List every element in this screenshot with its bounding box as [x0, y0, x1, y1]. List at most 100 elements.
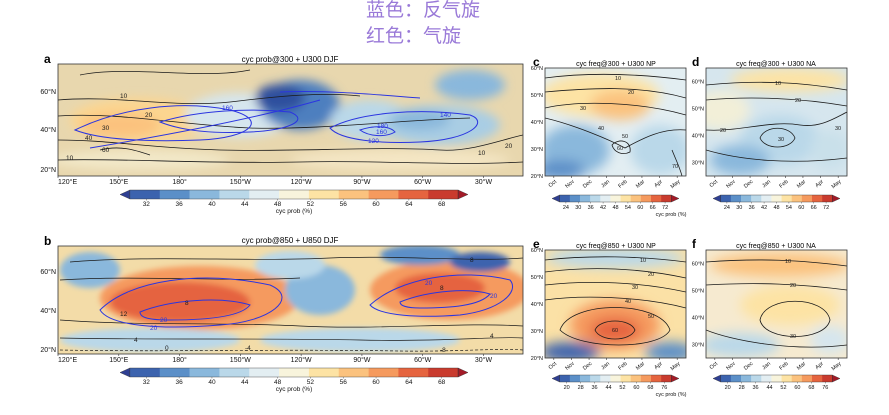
- panel-b-contour-label: 4: [134, 337, 138, 344]
- panel-d-colorbar-swatch: [720, 195, 732, 202]
- panel-c-colorbar-extend-low: [551, 194, 560, 203]
- panel-e-contour-label: 60: [612, 328, 618, 334]
- panel-f-colorbar-tick-label: 36: [753, 385, 759, 391]
- panel-c-letter: c: [533, 55, 540, 69]
- panel-c-contour-labels: 10 20 30 40 50 60 70: [580, 76, 678, 170]
- panel-f-colorbar-swatch: [751, 375, 762, 382]
- panel-e-colorbar-label: cyc prob (%): [656, 392, 687, 398]
- panel-d-xtick-label: Apr: [814, 179, 825, 189]
- panel-c-colorbar-swatch: [579, 195, 591, 202]
- panel-e-ytick-label: 20°N: [531, 356, 543, 362]
- panel-d-colorbar-swatch: [730, 195, 742, 202]
- panel-e-colorbar-swatch: [640, 375, 652, 382]
- panel-d-colorbar-tick-label: 48: [773, 205, 779, 211]
- panel-f-contour-label: 20: [790, 283, 796, 289]
- panel-b-colorbar: 32 36 40 44 48 52 56 60 64 68 cyc prob (%): [119, 367, 469, 393]
- panel-f-xtick-label: Apr: [814, 361, 825, 371]
- panel-d-ytick-label: 40°N: [692, 134, 704, 140]
- panel-b-colorbar-swatch: [189, 368, 220, 377]
- panel-f-xtick-label: Dec: [743, 361, 755, 372]
- panel-d-xtick-label: Jan: [761, 179, 772, 189]
- panel-c-colorbar-tick-label: 72: [662, 205, 668, 211]
- panel-f-ytick-label: 30°N: [692, 343, 704, 349]
- panel-c-colorbar-extend-high: [671, 194, 680, 203]
- panel-d-contour-labels: 10 20 30 20 30: [720, 81, 841, 143]
- panel-e-colorbar-tick-label: 20: [564, 385, 570, 391]
- panel-a-contour-label: 120: [368, 138, 379, 145]
- panel-a-contour-label: 10: [120, 93, 128, 100]
- panel-b-colorbar-tick-label: 40: [208, 379, 216, 386]
- panel-e-colorbar-tick-label: 52: [619, 385, 625, 391]
- panel-b-colorbar-swatch: [159, 368, 190, 377]
- panel-c-colorbar-tick-label: 60: [637, 205, 643, 211]
- panel-a-contour-labels-blue: 160 160 120 180 140: [222, 105, 451, 145]
- panel-d-contour-label: 20: [720, 128, 726, 134]
- header-note-cyclone: 红色：气旋: [366, 25, 461, 47]
- panel-a-ytick-label: 60°N: [40, 88, 56, 96]
- panel-f-ytick-label: 40°N: [692, 316, 704, 322]
- panel-a-xtick-label: 120°W: [291, 178, 312, 186]
- panel-c-ytick-label: 20°N: [531, 174, 543, 180]
- panel-c-xtick-label: Dec: [582, 179, 594, 190]
- panel-c-colorbar-tick-label: 66: [650, 205, 656, 211]
- panel-d-xtick-label: Nov: [725, 179, 737, 190]
- panel-d-colorbar-swatch: [781, 195, 793, 202]
- panel-a-colorbar-swatch: [428, 190, 459, 199]
- panel-d-field: 10 20 30 20 30: [706, 68, 847, 176]
- panel-a-contour-label: 180: [377, 123, 388, 130]
- panel-d-xtick-label: Oct: [709, 179, 720, 189]
- panel-e-contour-label: 50: [648, 314, 654, 320]
- panel-a-colorbar-swatch: [279, 190, 310, 199]
- panel-a-colorbar-swatch: [308, 190, 340, 199]
- panel-c-colorbar-swatch: [651, 195, 662, 202]
- panel-f-colorbar-swatch: [801, 375, 813, 382]
- panel-e-ytick-label: 30°N: [531, 329, 543, 335]
- panel-f-colorbar-tick-label: 68: [808, 385, 814, 391]
- panel-e-colorbar-tick-label: 68: [647, 385, 653, 391]
- panel-a-colorbar-swatch: [219, 190, 250, 199]
- panel-f-ytick-label: 50°N: [692, 289, 704, 295]
- panel-f-contour-label: 30: [790, 334, 796, 340]
- panel-a-contour-label: 20: [505, 143, 513, 150]
- panel-b-colorbar-tick-label: 48: [274, 379, 282, 386]
- panel-f-colorbar-swatch: [781, 375, 793, 382]
- panel-e-colorbar-swatch: [610, 375, 621, 382]
- panel-e-colorbar-swatch: [559, 375, 571, 382]
- panel-b-colorbar-swatch: [279, 368, 310, 377]
- panel-b-colorbar-tick-label: 32: [143, 379, 151, 386]
- panel-b-contour-label: 0: [165, 345, 169, 352]
- panel-e-colorbar-extend-high: [671, 374, 680, 383]
- header-note-anticyclone: 蓝色：反气旋: [366, 0, 480, 21]
- panel-f-ytick-label: 60°N: [692, 262, 704, 268]
- panel-b-contour-label: 8: [440, 285, 444, 292]
- panel-e-contour-label: 40: [625, 299, 631, 305]
- panel-a-contour-label: 140: [440, 112, 451, 119]
- panel-a-colorbar: 32 36 40 44 48 52 56 60 64 68 cyc prob (%): [119, 189, 469, 215]
- panel-c-xtick-label: Jan: [600, 179, 611, 189]
- panel-c-colorbar-swatch: [569, 195, 581, 202]
- panel-b-contour-labels-blue: 20 20 20 20: [150, 280, 498, 332]
- panel-a-colorbar-swatch: [159, 190, 190, 199]
- panel-f-colorbar-swatch: [812, 375, 823, 382]
- panel-d-colorbar-tick-label: 66: [811, 205, 817, 211]
- panel-e-colorbar-extend-low: [551, 374, 560, 383]
- panel-e-colorbar-frame: [559, 374, 672, 383]
- panel-a-colorbar-swatch: [249, 190, 280, 199]
- panel-e-xtick-label: Nov: [564, 361, 576, 372]
- panel-c-colorbar-tick-label: 24: [563, 205, 569, 211]
- panel-b: b cyc prob@850 + U850 DJF: [40, 234, 524, 393]
- panel-b-colorbar-label: cyc prob (%): [276, 386, 312, 393]
- panel-f-colorbar-tick-label: 44: [766, 385, 772, 391]
- panel-a-xtick-label: 30°W: [475, 178, 493, 186]
- panel-d-colorbar-swatch: [801, 195, 813, 202]
- panel-a-xtick-label: 180°: [172, 178, 187, 186]
- panel-c-contour-label: 20: [628, 90, 634, 96]
- panel-c-xtick-label: Apr: [653, 179, 664, 189]
- panel-a-colorbar-tick-label: 68: [438, 201, 446, 208]
- panel-a-colorbar-tick-label: 32: [143, 201, 151, 208]
- panel-f-contour-label: 10: [785, 259, 791, 265]
- panel-b-colorbar-swatch: [308, 368, 340, 377]
- panel-c-contour-label: 30: [580, 106, 586, 112]
- panel-b-contour-label: 20: [425, 280, 433, 287]
- panel-a-colorbar-swatch: [189, 190, 220, 199]
